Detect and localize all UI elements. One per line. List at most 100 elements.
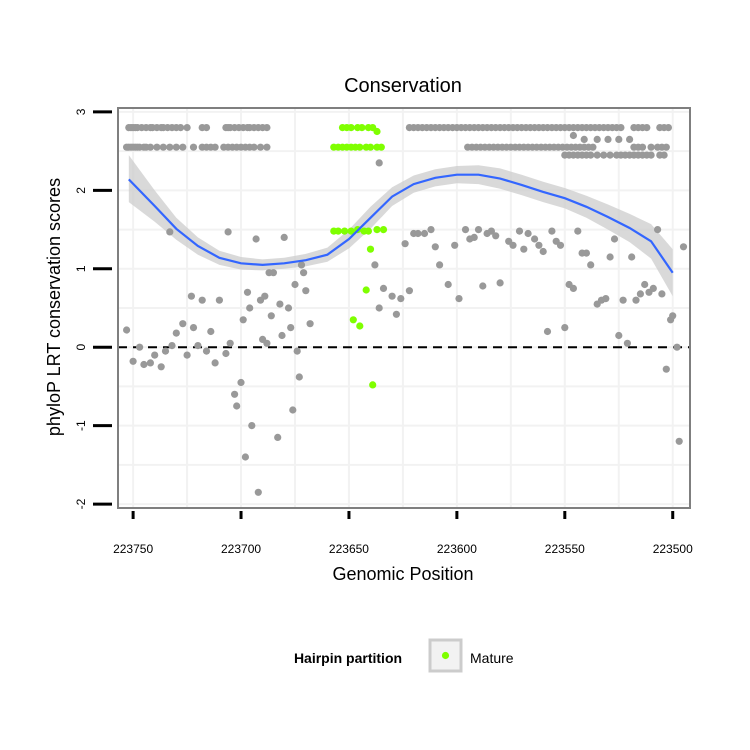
point-other [535,241,543,249]
point-other [202,124,211,132]
point-other [129,357,137,365]
y-tick-label: 0 [74,344,88,351]
point-other [153,143,161,151]
point-other [669,312,677,320]
point-other [168,342,176,350]
point-other [628,253,636,261]
x-axis: 223750 223700 223650 223600 223550 223500 [113,511,693,556]
point-other [151,351,159,359]
point-other [263,124,271,132]
point-other [371,261,379,269]
point-other [548,227,556,235]
point-other [641,280,649,289]
point-other [388,292,396,300]
point-other [172,329,180,337]
point-other [606,253,614,261]
point-other [179,320,187,328]
point-other [451,241,459,249]
point-other [587,151,595,159]
point-mature [341,227,349,235]
point-other [261,292,269,300]
point-other [306,320,314,328]
point-other [606,151,614,159]
legend: Hairpin partition Mature [294,638,514,673]
point-other [198,296,206,304]
point-other [673,343,681,351]
point-other [479,282,487,290]
point-other [263,143,271,151]
point-other [405,287,413,295]
point-other [662,143,670,151]
confidence-band [128,155,673,297]
point-other [569,284,578,292]
point-other [302,287,310,295]
point-other [593,135,601,143]
point-other [222,349,230,358]
point-other [243,288,252,296]
point-other [580,135,588,143]
point-other [643,124,651,132]
point-other [539,247,547,256]
point-other [615,331,623,340]
point-other [269,269,277,277]
point-other [658,290,666,298]
point-other [291,280,299,289]
point-other [289,406,297,414]
point-other [246,304,254,312]
point-mature [379,226,388,234]
point-other [515,227,524,235]
point-other [254,488,262,496]
point-other [252,235,260,243]
point-other [276,300,284,308]
point-other [420,229,429,238]
y-tick-label: -2 [74,498,88,509]
point-other [638,143,647,151]
point-other [632,296,640,304]
point-other [664,124,673,132]
point-other [375,304,383,312]
point-mature [358,124,366,132]
point-other [295,373,303,381]
point-other [297,261,306,269]
point-other [202,347,211,355]
point-other [233,402,241,410]
point-other [215,296,223,304]
point-other [470,233,478,241]
y-tick-label: 1 [74,265,88,272]
point-other [626,135,634,143]
point-other [237,378,245,387]
point-other [589,143,597,151]
point-other [274,433,282,441]
point-other [123,326,131,334]
point-other [401,240,409,248]
point-other [172,143,180,151]
point-other [211,359,219,367]
point-mature [364,227,372,235]
y-tick-label: -1 [74,420,88,431]
y-axis: -2 -1 0 1 2 3 [74,108,112,509]
point-other [300,269,308,277]
point-other [397,295,405,303]
point-other [427,226,435,234]
x-tick-label: 223700 [221,542,261,556]
x-tick-label: 223550 [545,542,585,556]
point-other [615,135,623,143]
point-other [379,284,388,292]
point-other [492,232,500,240]
point-other [207,327,215,336]
point-other [649,284,657,292]
point-other [189,324,198,332]
point-other [140,360,148,369]
point-other [636,290,645,298]
point-other [414,229,422,238]
point-other [239,316,247,324]
point-other [531,235,539,243]
point-other [183,124,191,132]
point-mature [349,316,357,324]
point-other [157,363,165,371]
point-other [556,241,565,249]
point-other [392,310,400,318]
point-mature [366,143,375,151]
point-other [250,143,258,151]
